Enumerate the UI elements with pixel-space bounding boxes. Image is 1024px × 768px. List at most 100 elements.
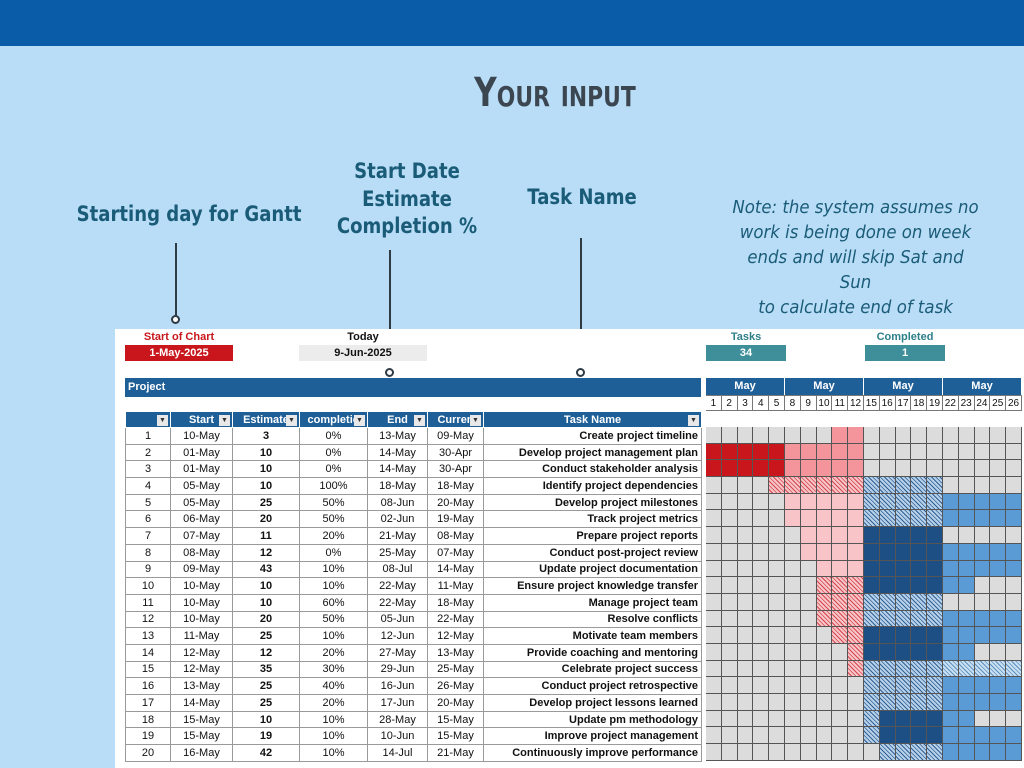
- end-date-cell[interactable]: 02-Jun: [367, 510, 428, 529]
- estimate-cell[interactable]: 20: [232, 510, 300, 529]
- row-index[interactable]: 14: [125, 643, 171, 662]
- end-date-cell[interactable]: 14-Jul: [367, 744, 428, 762]
- task-name-cell[interactable]: Resolve conflicts: [483, 610, 702, 629]
- current-cell[interactable]: 20-May: [427, 493, 484, 512]
- row-index[interactable]: 18: [125, 710, 171, 729]
- column-header-estimate[interactable]: Estimate ▼: [232, 411, 300, 428]
- current-cell[interactable]: 30-Apr: [427, 443, 484, 462]
- completion-cell[interactable]: 100%: [299, 477, 368, 495]
- estimate-cell[interactable]: 20: [232, 610, 300, 629]
- task-name-cell[interactable]: Create project timeline: [483, 427, 702, 445]
- start-date-cell[interactable]: 10-May: [170, 427, 233, 445]
- task-name-cell[interactable]: Manage project team: [483, 593, 702, 612]
- start-date-cell[interactable]: 13-May: [170, 677, 233, 695]
- row-index[interactable]: 9: [125, 560, 171, 579]
- table-row[interactable]: 20 16-May 42 10% 14-Jul 21-May Continuously im…: [125, 744, 702, 762]
- estimate-cell[interactable]: 42: [232, 744, 300, 762]
- completion-cell[interactable]: 0%: [299, 543, 368, 562]
- estimate-cell[interactable]: 3: [232, 427, 300, 445]
- start-date-cell[interactable]: 10-May: [170, 610, 233, 629]
- completion-cell[interactable]: 10%: [299, 627, 368, 645]
- row-index[interactable]: 12: [125, 610, 171, 629]
- completion-cell[interactable]: 0%: [299, 443, 368, 462]
- table-row[interactable]: 9 09-May 43 10% 08-Jul 14-May Update project d…: [125, 560, 702, 579]
- filter-dropdown-icon[interactable]: ▼: [219, 415, 230, 426]
- filter-dropdown-icon[interactable]: ▼: [688, 415, 699, 426]
- row-index[interactable]: 3: [125, 460, 171, 479]
- row-index[interactable]: 16: [125, 677, 171, 695]
- completion-cell[interactable]: 50%: [299, 510, 368, 529]
- row-index[interactable]: 13: [125, 627, 171, 645]
- start-date-cell[interactable]: 08-May: [170, 543, 233, 562]
- end-date-cell[interactable]: 22-May: [367, 577, 428, 595]
- task-name-cell[interactable]: Conduct post-project review: [483, 543, 702, 562]
- task-name-cell[interactable]: Celebrate project success: [483, 660, 702, 679]
- completion-cell[interactable]: 30%: [299, 660, 368, 679]
- start-date-cell[interactable]: 05-May: [170, 477, 233, 495]
- column-header-end[interactable]: End ▼: [367, 411, 428, 428]
- start-date-cell[interactable]: 01-May: [170, 443, 233, 462]
- end-date-cell[interactable]: 12-Jun: [367, 627, 428, 645]
- current-cell[interactable]: 15-May: [427, 710, 484, 729]
- estimate-cell[interactable]: 11: [232, 527, 300, 545]
- completion-cell[interactable]: 10%: [299, 744, 368, 762]
- completion-cell[interactable]: 50%: [299, 610, 368, 629]
- end-date-cell[interactable]: 05-Jun: [367, 610, 428, 629]
- task-name-cell[interactable]: Update project documentation: [483, 560, 702, 579]
- completion-cell[interactable]: 20%: [299, 643, 368, 662]
- column-header-current[interactable]: Curren ▼: [427, 411, 484, 428]
- current-cell[interactable]: 26-May: [427, 677, 484, 695]
- task-name-cell[interactable]: Conduct stakeholder analysis: [483, 460, 702, 479]
- row-index[interactable]: 8: [125, 543, 171, 562]
- start-date-cell[interactable]: 06-May: [170, 510, 233, 529]
- column-header-start[interactable]: Start ▼: [170, 411, 233, 428]
- start-date-cell[interactable]: 15-May: [170, 710, 233, 729]
- end-date-cell[interactable]: 18-May: [367, 477, 428, 495]
- task-name-cell[interactable]: Motivate team members: [483, 627, 702, 645]
- task-name-cell[interactable]: Prepare project reports: [483, 527, 702, 545]
- start-date-cell[interactable]: 15-May: [170, 727, 233, 746]
- table-row[interactable]: 2 01-May 10 0% 14-May 30-Apr Develop project m…: [125, 443, 702, 462]
- start-date-cell[interactable]: 12-May: [170, 660, 233, 679]
- row-index[interactable]: 4: [125, 477, 171, 495]
- current-cell[interactable]: 22-May: [427, 610, 484, 629]
- table-row[interactable]: 17 14-May 25 20% 17-Jun 20-May Develop project…: [125, 694, 702, 712]
- completion-cell[interactable]: 60%: [299, 593, 368, 612]
- table-row[interactable]: 15 12-May 35 30% 29-Jun 25-May Celebrate proje…: [125, 660, 702, 679]
- row-index[interactable]: 19: [125, 727, 171, 746]
- estimate-cell[interactable]: 43: [232, 560, 300, 579]
- table-row[interactable]: 12 10-May 20 50% 05-Jun 22-May Resolve conflic…: [125, 610, 702, 629]
- estimate-cell[interactable]: 35: [232, 660, 300, 679]
- estimate-cell[interactable]: 25: [232, 627, 300, 645]
- end-date-cell[interactable]: 17-Jun: [367, 694, 428, 712]
- completion-cell[interactable]: 20%: [299, 527, 368, 545]
- task-name-cell[interactable]: Develop project management plan: [483, 443, 702, 462]
- current-cell[interactable]: 25-May: [427, 660, 484, 679]
- end-date-cell[interactable]: 29-Jun: [367, 660, 428, 679]
- row-index[interactable]: 6: [125, 510, 171, 529]
- task-name-cell[interactable]: Develop project milestones: [483, 493, 702, 512]
- current-cell[interactable]: 12-May: [427, 627, 484, 645]
- task-name-cell[interactable]: Ensure project knowledge transfer: [483, 577, 702, 595]
- current-cell[interactable]: 14-May: [427, 560, 484, 579]
- completion-cell[interactable]: 10%: [299, 727, 368, 746]
- row-index[interactable]: 11: [125, 593, 171, 612]
- estimate-cell[interactable]: 25: [232, 493, 300, 512]
- column-header-task-name[interactable]: Task Name ▼: [483, 411, 702, 428]
- end-date-cell[interactable]: 08-Jun: [367, 493, 428, 512]
- filter-dropdown-icon[interactable]: ▼: [470, 415, 481, 426]
- table-row[interactable]: 1 10-May 3 0% 13-May 09-May Create project tim…: [125, 427, 702, 445]
- estimate-cell[interactable]: 10: [232, 443, 300, 462]
- estimate-cell[interactable]: 12: [232, 543, 300, 562]
- current-cell[interactable]: 18-May: [427, 593, 484, 612]
- current-cell[interactable]: 09-May: [427, 427, 484, 445]
- end-date-cell[interactable]: 27-May: [367, 643, 428, 662]
- row-index[interactable]: 20: [125, 744, 171, 762]
- start-date-cell[interactable]: 07-May: [170, 527, 233, 545]
- row-index[interactable]: 2: [125, 443, 171, 462]
- start-date-cell[interactable]: 05-May: [170, 493, 233, 512]
- completion-cell[interactable]: 0%: [299, 427, 368, 445]
- current-cell[interactable]: 21-May: [427, 744, 484, 762]
- task-name-cell[interactable]: Update pm methodology: [483, 710, 702, 729]
- table-row[interactable]: 18 15-May 10 10% 28-May 15-May Update pm metho…: [125, 710, 702, 729]
